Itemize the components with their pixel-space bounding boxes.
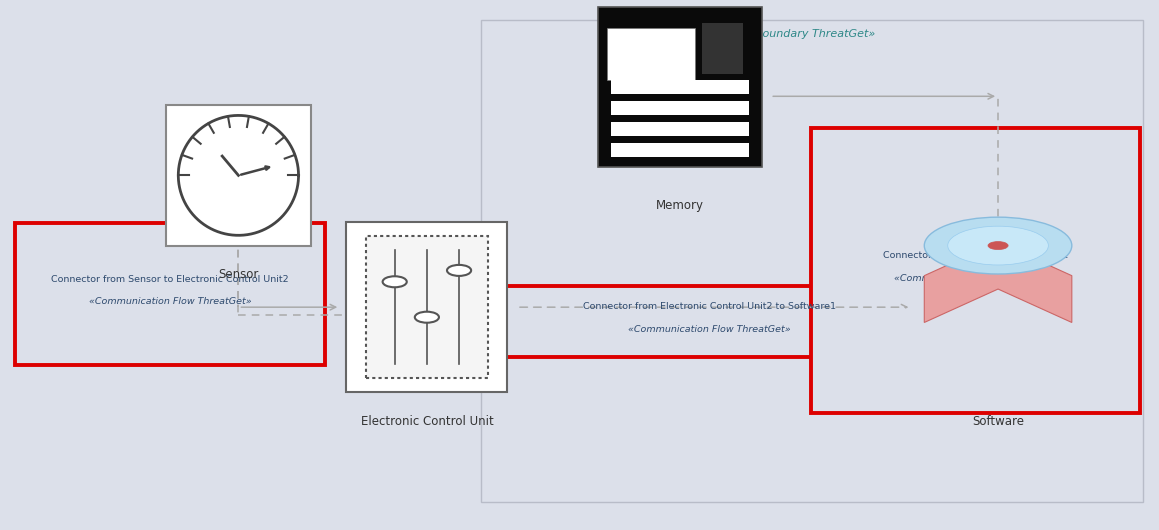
FancyBboxPatch shape: [15, 223, 326, 365]
Text: Connector from Sensor to Electronic Control Unit2: Connector from Sensor to Electronic Cont…: [51, 275, 289, 284]
Circle shape: [382, 276, 407, 287]
Text: Connector from Electronic Control Unit2 to Software1: Connector from Electronic Control Unit2 …: [583, 303, 836, 312]
FancyBboxPatch shape: [166, 105, 311, 246]
Text: Software: Software: [972, 416, 1025, 428]
Text: Connector from Software1 to Memory1: Connector from Software1 to Memory1: [883, 251, 1069, 260]
FancyBboxPatch shape: [606, 28, 695, 80]
FancyBboxPatch shape: [611, 80, 749, 94]
Text: «Boundary ThreatGet»: «Boundary ThreatGet»: [749, 29, 875, 39]
FancyBboxPatch shape: [481, 20, 1143, 502]
FancyBboxPatch shape: [598, 7, 763, 167]
FancyBboxPatch shape: [611, 143, 749, 157]
FancyBboxPatch shape: [702, 23, 743, 74]
Text: Electronic Control Unit: Electronic Control Unit: [360, 416, 494, 428]
FancyBboxPatch shape: [811, 128, 1140, 413]
Ellipse shape: [924, 217, 1072, 274]
FancyBboxPatch shape: [504, 286, 914, 357]
Text: «Communication Flow ThreatGet»: «Communication Flow ThreatGet»: [895, 273, 1057, 282]
FancyBboxPatch shape: [347, 222, 508, 392]
Polygon shape: [178, 116, 299, 235]
FancyBboxPatch shape: [365, 236, 488, 378]
Text: «Communication Flow ThreatGet»: «Communication Flow ThreatGet»: [89, 297, 252, 306]
FancyBboxPatch shape: [611, 101, 749, 115]
Circle shape: [415, 312, 439, 323]
Text: «Communication Flow ThreatGet»: «Communication Flow ThreatGet»: [628, 325, 790, 334]
Polygon shape: [924, 242, 1072, 322]
Text: Memory: Memory: [656, 199, 704, 212]
Ellipse shape: [987, 242, 1008, 250]
Circle shape: [447, 265, 472, 276]
FancyBboxPatch shape: [611, 122, 749, 136]
Ellipse shape: [948, 226, 1049, 265]
Text: Sensor: Sensor: [218, 268, 258, 281]
